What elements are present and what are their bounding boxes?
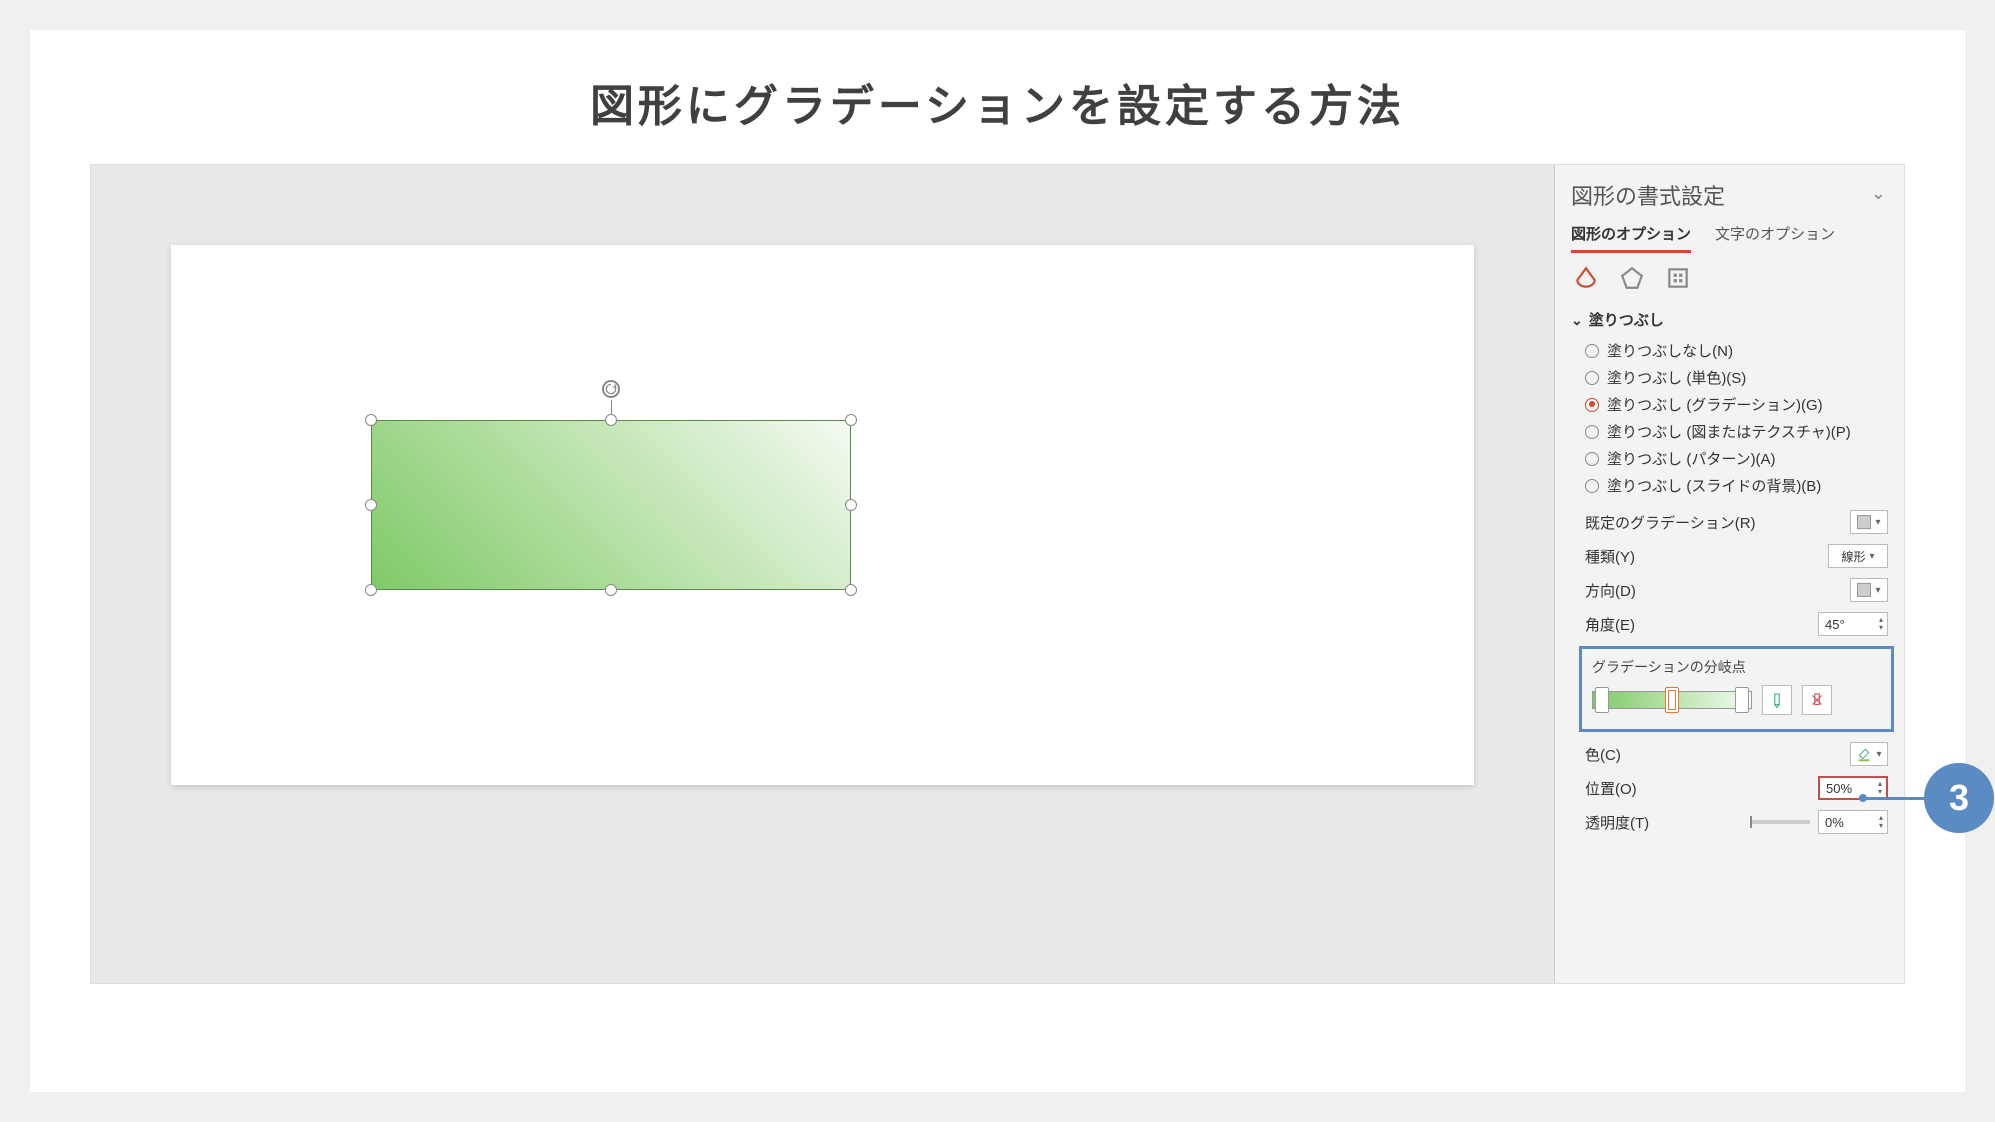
format-shape-panel: 図形の書式設定 ⌄ 図形のオプション 文字のオプション [1554,165,1904,983]
resize-handle-br[interactable] [845,584,857,596]
stop-position-label: 位置(O) [1585,778,1637,799]
resize-handle-l[interactable] [365,499,377,511]
panel-tabs: 図形のオプション 文字のオプション [1571,223,1888,253]
workspace: 図形の書式設定 ⌄ 図形のオプション 文字のオプション [90,164,1905,984]
fill-type-radios: 塗りつぶしなし(N) 塗りつぶし (単色)(S) 塗りつぶし (グラデーション)… [1571,340,1888,496]
fill-line-icon[interactable] [1571,263,1601,293]
resize-handle-t[interactable] [605,414,617,426]
gradient-stops-label: グラデーションの分岐点 [1592,657,1881,677]
preset-gradient-dropdown[interactable] [1850,510,1888,534]
page-title: 図形にグラデーションを設定する方法 [90,70,1905,134]
stop-transparency-label: 透明度(T) [1585,812,1649,833]
gradient-type-dropdown[interactable]: 線形 [1828,544,1888,568]
gradient-rectangle[interactable] [371,420,851,590]
fill-gradient-radio[interactable]: 塗りつぶし (グラデーション)(G) [1585,394,1888,415]
fill-slidebg-radio[interactable]: 塗りつぶし (スライドの背景)(B) [1585,475,1888,496]
fill-picture-radio[interactable]: 塗りつぶし (図またはテクスチャ)(P) [1585,421,1888,442]
panel-collapse-icon[interactable]: ⌄ [1871,183,1886,204]
remove-stop-icon [1808,691,1826,709]
callout-number: 3 [1924,763,1994,833]
fill-section-header[interactable]: 塗りつぶし [1571,309,1888,330]
gradient-type-label: 種類(Y) [1585,546,1635,567]
fill-pattern-label: 塗りつぶし (パターン)(A) [1607,448,1776,469]
transparency-slider[interactable] [1750,820,1810,824]
panel-title: 図形の書式設定 [1571,179,1888,211]
rotate-icon [604,382,618,396]
stop-color-label: 色(C) [1585,744,1621,765]
paint-bucket-icon [1856,746,1872,762]
resize-handle-tr[interactable] [845,414,857,426]
fill-none-label: 塗りつぶしなし(N) [1607,340,1733,361]
fill-gradient-label: 塗りつぶし (グラデーション)(G) [1607,394,1823,415]
tab-shape-options[interactable]: 図形のオプション [1571,223,1691,253]
rotate-handle[interactable] [602,380,620,398]
slide-canvas-area [91,165,1554,983]
fill-slidebg-label: 塗りつぶし (スライドの背景)(B) [1607,475,1821,496]
gradient-stop-1[interactable] [1595,687,1609,713]
effects-icon[interactable] [1617,263,1647,293]
add-gradient-stop-button[interactable] [1762,685,1792,715]
tab-text-options[interactable]: 文字のオプション [1715,223,1835,253]
slide[interactable] [171,245,1474,785]
gradient-stops-block: グラデーションの分岐点 [1579,646,1894,732]
remove-gradient-stop-button[interactable] [1802,685,1832,715]
preset-gradient-label: 既定のグラデーション(R) [1585,512,1756,533]
add-stop-icon [1768,691,1786,709]
gradient-direction-label: 方向(D) [1585,580,1636,601]
resize-handle-bl[interactable] [365,584,377,596]
fill-solid-label: 塗りつぶし (単色)(S) [1607,367,1746,388]
fill-solid-radio[interactable]: 塗りつぶし (単色)(S) [1585,367,1888,388]
size-properties-icon[interactable] [1663,263,1693,293]
gradient-stop-3[interactable] [1735,687,1749,713]
selected-shape[interactable] [371,420,851,590]
gradient-stop-2[interactable] [1665,687,1679,713]
fill-picture-label: 塗りつぶし (図またはテクスチャ)(P) [1607,421,1851,442]
fill-none-radio[interactable]: 塗りつぶしなし(N) [1585,340,1888,361]
resize-handle-tl[interactable] [365,414,377,426]
resize-handle-b[interactable] [605,584,617,596]
fill-pattern-radio[interactable]: 塗りつぶし (パターン)(A) [1585,448,1888,469]
gradient-angle-label: 角度(E) [1585,614,1635,635]
resize-handle-r[interactable] [845,499,857,511]
callout-3: 3 [1859,763,1994,833]
gradient-direction-dropdown[interactable] [1850,578,1888,602]
gradient-stops-track[interactable] [1592,683,1752,717]
gradient-angle-input[interactable]: 45° [1818,612,1888,636]
